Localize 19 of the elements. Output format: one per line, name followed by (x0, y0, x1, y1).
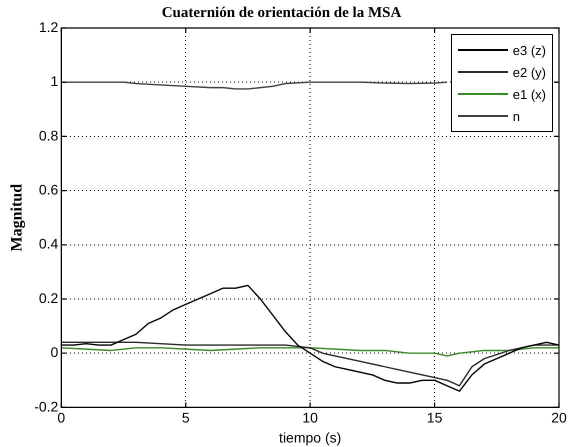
x-axis-title: tiempo (s) (279, 429, 342, 446)
y-tick-label: 0.8 (38, 127, 59, 144)
y-tick-label: 0.2 (38, 290, 59, 306)
y-tick-label: 1.2 (38, 18, 59, 35)
legend-label: e2 (y) (512, 64, 546, 80)
legend-label: n (512, 108, 520, 124)
chart-title: Cuaternión de orientación de la MSA (162, 4, 402, 21)
x-tick-label: 10 (302, 410, 318, 426)
y-tick-label: 0.6 (38, 181, 59, 198)
y-tick-label: 0.4 (38, 236, 59, 252)
legend-label: e3 (z) (512, 42, 546, 58)
y-tick-label: 0 (50, 344, 59, 360)
y-axis-title: Magnitud (8, 184, 26, 252)
x-tick-label: 5 (182, 410, 190, 426)
legend-label: e1 (x) (512, 86, 546, 102)
y-tick-label: 1 (50, 73, 59, 90)
x-tick-label: 15 (426, 410, 443, 426)
x-tick-label: 20 (551, 410, 567, 426)
y-tick-label: -0.2 (34, 398, 59, 414)
